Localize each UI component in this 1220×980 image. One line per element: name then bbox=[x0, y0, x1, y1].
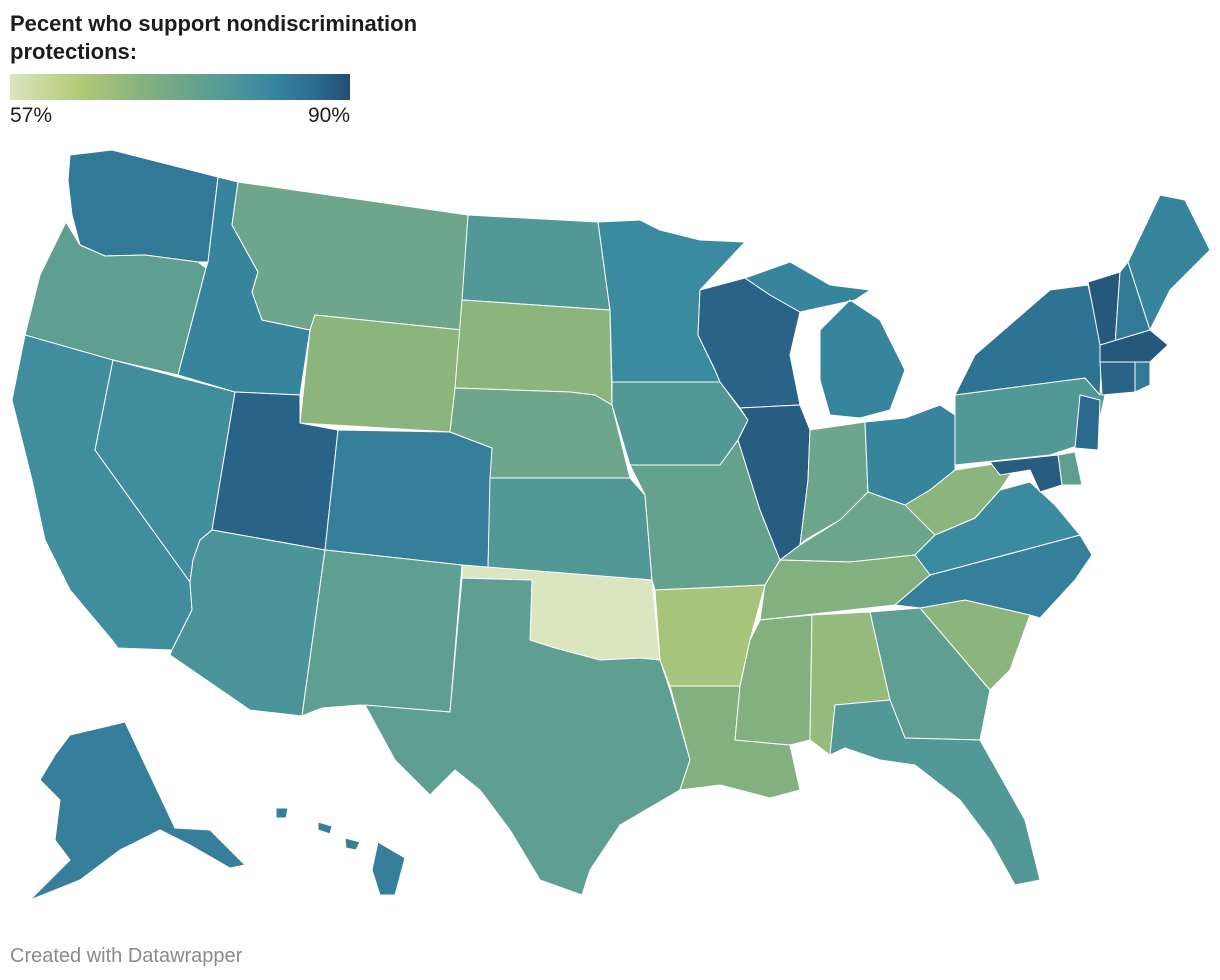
state-MA[interactable] bbox=[1099, 329, 1169, 363]
legend-min-label: 57% bbox=[10, 104, 53, 127]
legend-max-label: 90% bbox=[307, 104, 350, 127]
credit-footer: Created with Datawrapper bbox=[10, 945, 243, 967]
state-ND[interactable] bbox=[461, 214, 611, 311]
state-MT[interactable] bbox=[231, 181, 469, 331]
state-WA[interactable] bbox=[67, 149, 219, 263]
legend-color-bar bbox=[10, 74, 350, 100]
state-NJ[interactable] bbox=[1074, 394, 1101, 451]
map-title: Pecent who support nondiscrimination pro… bbox=[10, 11, 418, 64]
state-WV[interactable] bbox=[904, 459, 1021, 536]
state-FL[interactable] bbox=[829, 699, 1041, 886]
state-CO[interactable] bbox=[324, 429, 493, 569]
state-CT[interactable] bbox=[1099, 361, 1136, 396]
state-MI[interactable] bbox=[744, 261, 906, 419]
state-IA[interactable] bbox=[611, 381, 749, 466]
state-TX[interactable] bbox=[364, 577, 691, 896]
state-RI[interactable] bbox=[1134, 361, 1151, 393]
state-WY[interactable] bbox=[299, 314, 463, 433]
state-NY[interactable] bbox=[954, 284, 1103, 396]
state-NM[interactable] bbox=[301, 549, 463, 717]
state-KS[interactable] bbox=[487, 477, 653, 581]
state-MD[interactable] bbox=[989, 454, 1063, 493]
state-AZ[interactable] bbox=[169, 529, 326, 717]
state-HI[interactable] bbox=[275, 807, 406, 896]
state-AK[interactable] bbox=[29, 721, 246, 901]
